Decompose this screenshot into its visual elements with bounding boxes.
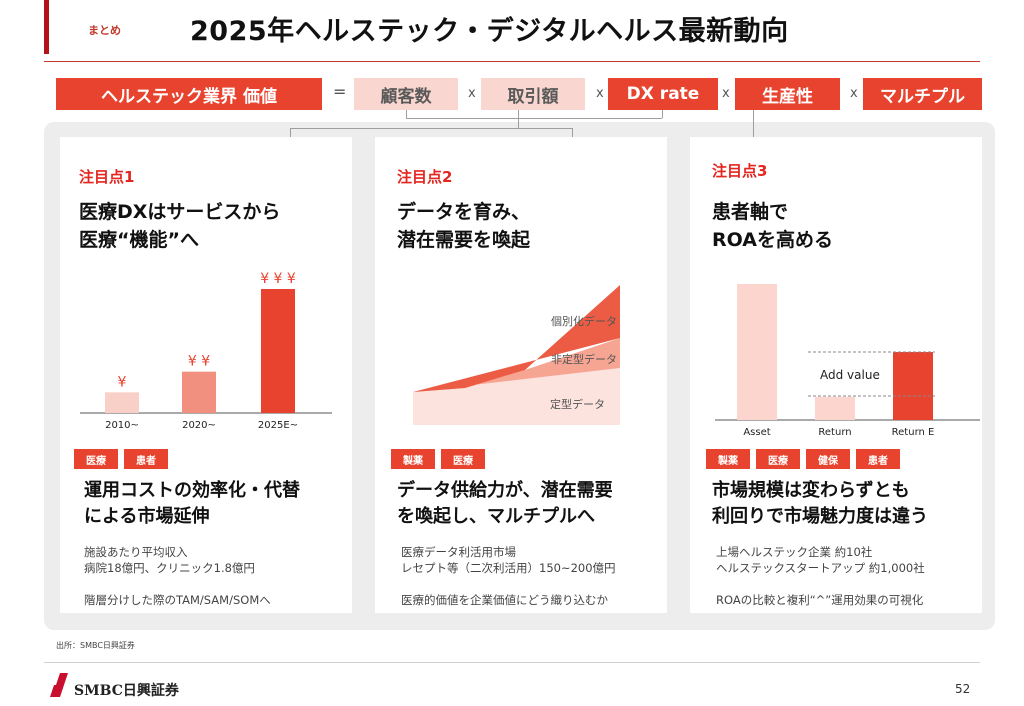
card-body-line2: レセプト等（二次利活用）150~200億円 [401, 561, 616, 575]
label-structured-data: 定型データ [550, 397, 605, 411]
card-body-line1: 施設あたり平均収入 [84, 545, 188, 559]
source-note: 出所：SMBC日興証券 [56, 641, 135, 650]
page-title: 2025年ヘルステック・デジタルヘルス最新動向 [190, 16, 789, 47]
card-kicker: 注目点3 [712, 162, 768, 180]
footer-divider [44, 662, 980, 663]
card-headline-line2: 医療“機能”へ [79, 229, 199, 251]
card-body-line1: 上場ヘルステック企業 約10社 [716, 545, 873, 559]
badge-insurance: 健保 [806, 449, 850, 469]
add-value-label: Add value [820, 368, 880, 382]
bar [261, 289, 295, 413]
equals-sign: = [333, 82, 347, 101]
card-sub-line2: を喚起し、マルチプルへ [397, 506, 595, 527]
term-transaction: 取引額 [481, 78, 585, 110]
card-body-line2: ヘルステックスタートアップ 約1,000社 [716, 561, 925, 575]
bar [182, 371, 216, 413]
badge-pharma: 製薬 [391, 449, 435, 469]
card-body-line2: 病院18億円、クリニック1.8億円 [84, 561, 255, 575]
connector [290, 128, 572, 129]
card-sub-line2: 利回りで市場魅力度は違う [712, 506, 928, 527]
area-unstructured-data [413, 338, 620, 392]
area-personalized-data [413, 285, 620, 392]
times-sign: x [722, 86, 730, 101]
label-unstructured-data: 非定型データ [551, 352, 617, 366]
x-tick-label: Return E [892, 427, 935, 438]
badge-medical: 医療 [756, 449, 800, 469]
company-logo-text: SMBC日興証券 [74, 683, 179, 699]
badge-patient: 患者 [124, 449, 168, 469]
card-sub-line1: 市場規模は変わらずとも [712, 480, 910, 501]
card-headline-line1: 患者軸で [712, 201, 789, 223]
header-accent-bar [44, 0, 49, 54]
connector [406, 118, 662, 119]
card-body-line3: 医療的価値を企業価値にどう織り込むか [401, 593, 608, 607]
equation-lhs: ヘルステック業界 価値 [56, 78, 322, 110]
times-sign: x [468, 86, 476, 101]
term-multiple: マルチプル [863, 78, 982, 110]
connector [518, 118, 519, 129]
x-tick-label: Return [818, 427, 851, 438]
header-divider [44, 61, 980, 62]
card-headline-line1: 医療DXはサービスから [79, 201, 281, 223]
section-tag: まとめ [88, 24, 121, 37]
connector [753, 110, 754, 137]
yen-annotation: ¥ ¥ ¥ [260, 271, 296, 287]
bar [737, 284, 777, 420]
label-personalized-data: 個別化データ [551, 314, 617, 328]
times-sign: x [596, 86, 604, 101]
card-sub-line2: による市場延伸 [84, 506, 210, 527]
x-tick-label: Asset [743, 427, 770, 438]
connector [406, 110, 407, 118]
yen-annotation: ¥ ¥ [188, 354, 210, 370]
smbc-logo-icon [50, 673, 68, 697]
card-headline-line1: データを育み、 [397, 201, 531, 223]
badge-medical: 医療 [441, 449, 485, 469]
card-body-line1: 医療データ利活用市場 [401, 545, 516, 559]
card-kicker: 注目点2 [397, 168, 453, 186]
x-tick-label: 2020~ [182, 420, 216, 431]
times-sign: x [850, 86, 858, 101]
card-body-line3: ROAの比較と複利“^”運用効果の可視化 [716, 593, 924, 607]
revenue-bar-chart: ¥2010~ ¥ ¥ 2020~ ¥ ¥ ¥ 2025E~ [80, 271, 332, 431]
badge-medical: 医療 [74, 449, 118, 469]
page-number: 52 [955, 682, 971, 696]
connector [290, 128, 291, 137]
yen-annotation: ¥ [118, 374, 127, 390]
roa-bar-chart: Asset Return Return E Add value [715, 284, 980, 438]
bar [105, 392, 139, 413]
term-dx-rate: DX rate [608, 78, 718, 110]
card-body-line3: 階層分けした際のTAM/SAM/SOMへ [84, 593, 271, 607]
bar [893, 352, 933, 420]
x-tick-label: 2025E~ [258, 420, 298, 431]
bar [815, 396, 855, 420]
connector [518, 110, 519, 118]
card-headline-line2: 潜在需要を喚起 [397, 229, 531, 251]
term-productivity: 生産性 [735, 78, 840, 110]
term-customers: 顧客数 [354, 78, 458, 110]
connector [572, 128, 573, 137]
area-structured-data [413, 368, 620, 425]
badge-pharma: 製薬 [706, 449, 750, 469]
card-kicker: 注目点1 [79, 168, 135, 186]
connector [662, 110, 663, 118]
card-sub-line1: データ供給力が、潜在需要 [397, 480, 613, 501]
badge-patient: 患者 [856, 449, 900, 469]
card-sub-line1: 運用コストの効率化・代替 [84, 480, 300, 501]
x-tick-label: 2010~ [105, 420, 139, 431]
data-growth-area-chart: 個別化データ 非定型データ 定型データ [413, 285, 620, 425]
card-headline-line2: ROAを高める [712, 229, 833, 251]
